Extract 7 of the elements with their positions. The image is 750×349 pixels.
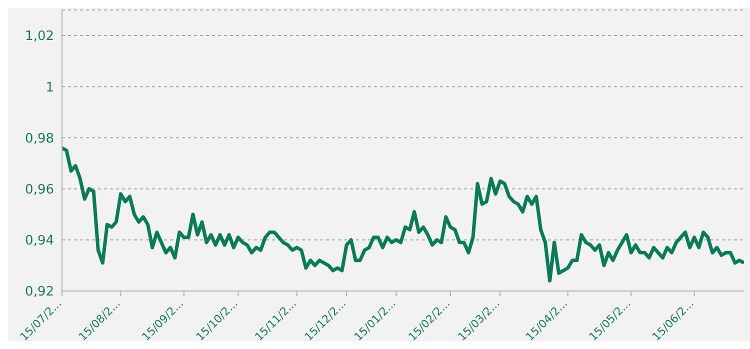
y-tick-label: 0,94 bbox=[25, 234, 54, 249]
y-tick-label: 0,92 bbox=[25, 284, 54, 300]
y-tick-label: 1,02 bbox=[25, 29, 54, 44]
y-tick-label: 0,96 bbox=[25, 182, 54, 198]
line-series bbox=[62, 146, 744, 283]
y-tick-label: 1 bbox=[46, 80, 54, 96]
y-tick-label: 0,98 bbox=[25, 131, 54, 146]
